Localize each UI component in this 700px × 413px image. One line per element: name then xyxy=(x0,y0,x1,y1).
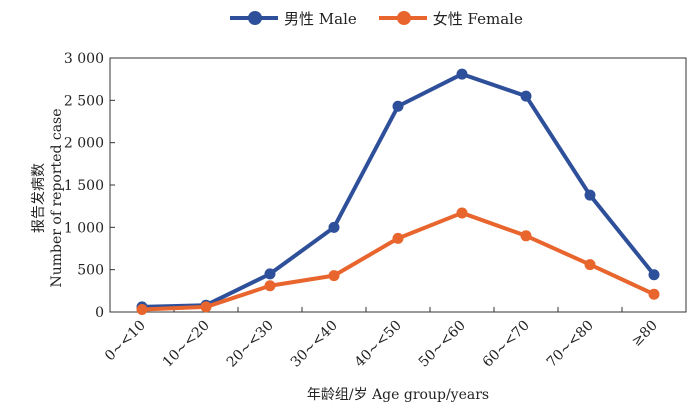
x-tick-label: 60~<70 xyxy=(480,318,533,371)
data-point xyxy=(456,207,468,219)
x-tick-label: 0~<10 xyxy=(102,318,149,365)
plot-frame xyxy=(109,57,687,313)
data-point xyxy=(136,303,148,315)
data-point xyxy=(520,230,532,242)
data-point xyxy=(456,68,468,80)
legend-label-male: 男性 Male xyxy=(284,9,357,28)
y-tick-label: 2 500 xyxy=(64,93,104,109)
data-point xyxy=(328,221,340,233)
data-point xyxy=(392,232,404,244)
y-tick-label: 3 000 xyxy=(64,51,104,67)
y-tick-label: 500 xyxy=(77,263,104,279)
x-axis-title: 年龄组/岁 Age group/years xyxy=(306,387,490,403)
data-point xyxy=(648,269,660,281)
x-tick-label: 20~<30 xyxy=(224,318,277,371)
legend-item-male: 男性 Male xyxy=(230,8,357,29)
legend-label-female: 女性 Female xyxy=(432,9,523,28)
data-point xyxy=(264,268,276,280)
data-point xyxy=(648,288,660,300)
legend-item-female: 女性 Female xyxy=(378,8,523,29)
series-line-1 xyxy=(141,210,655,312)
x-tick-label: 30~<40 xyxy=(288,318,341,371)
data-point xyxy=(584,189,596,201)
data-point xyxy=(392,100,404,112)
legend-swatch-female xyxy=(378,11,427,25)
y-tick-label: 2 000 xyxy=(64,136,104,152)
data-point xyxy=(328,270,340,282)
y-tick-label: 0 xyxy=(95,305,104,321)
x-tick-label: 10~<20 xyxy=(160,318,213,371)
legend: 男性 Male 女性 Female xyxy=(230,6,545,30)
data-point xyxy=(520,90,532,102)
data-point xyxy=(200,301,212,313)
y-axis-title-en: Number of reported case xyxy=(49,108,65,288)
data-point xyxy=(584,259,596,271)
data-point xyxy=(264,280,276,292)
x-tick-label: 50~<60 xyxy=(416,318,469,371)
legend-swatch-male xyxy=(230,11,278,25)
y-tick-label: 1 000 xyxy=(64,220,104,236)
y-axis-title-cn: 报告发病数 xyxy=(31,163,47,234)
x-tick-label: 70~<80 xyxy=(544,318,597,371)
y-tick-label: 1 500 xyxy=(64,178,104,194)
x-tick-label: ≥80 xyxy=(629,318,661,350)
x-tick-label: 40~<50 xyxy=(352,318,405,371)
